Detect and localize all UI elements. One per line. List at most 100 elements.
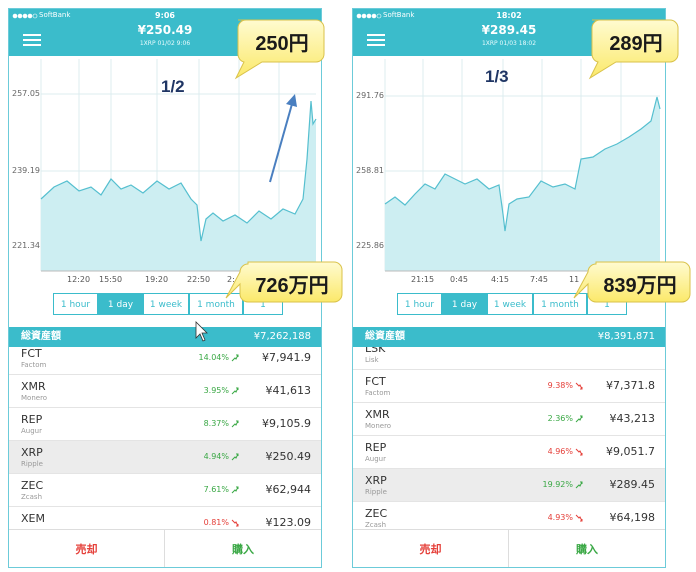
coin-row[interactable]: REP Augur 8.37% ¥9,105.9 — [9, 408, 321, 441]
menu-bar — [23, 39, 41, 41]
signal-dot — [27, 13, 33, 19]
coin-symbol: REP — [365, 441, 387, 454]
coin-row[interactable]: XEM 0.81% ¥123.09 — [9, 507, 321, 529]
coin-price: ¥43,213 — [609, 412, 656, 425]
trend-icon — [231, 354, 239, 362]
coin-row[interactable]: XMR Monero 3.95% ¥41,613 — [9, 375, 321, 408]
range-button[interactable]: 1 hour — [53, 293, 98, 315]
coin-name: Factom — [365, 389, 391, 397]
trend-arrow-head — [580, 415, 583, 418]
x-tick-label: 4:15 — [491, 275, 509, 284]
coin-row[interactable]: REP Augur 4.96% ¥9,051.7 — [353, 436, 665, 469]
coin-price: ¥64,198 — [609, 511, 656, 524]
coin-symbol: REP — [21, 413, 43, 426]
coin-price: ¥7,371.8 — [606, 379, 655, 392]
carrier: SoftBank — [383, 11, 415, 19]
coin-row[interactable]: XMR Monero 2.36% ¥43,213 — [353, 403, 665, 436]
x-tick-label: 19:20 — [145, 275, 169, 284]
coin-change: 4.93% — [547, 513, 573, 522]
action-bar: 売却 購入 — [9, 529, 321, 567]
range-button[interactable]: 1 week — [487, 293, 533, 315]
arrow — [269, 103, 293, 183]
coin-price: ¥9,105.9 — [262, 417, 311, 430]
menu-button[interactable] — [367, 33, 387, 47]
coin-row[interactable]: FCT Factom 9.38% ¥7,371.8 — [353, 370, 665, 403]
coin-name: Monero — [365, 422, 392, 430]
coin-price: ¥250.49 — [265, 450, 312, 463]
range-button[interactable]: 1 week — [143, 293, 189, 315]
trend-arrow-head — [580, 481, 583, 484]
mouse-cursor — [195, 321, 208, 342]
date-annotation: 1/3 — [485, 67, 509, 86]
coin-row[interactable]: ZEC Zcash 7.61% ¥62,944 — [9, 474, 321, 507]
callout-bubble — [234, 19, 325, 80]
callout-text: 726万円 — [255, 275, 329, 297]
y-tick-label: 291.76 — [356, 91, 384, 100]
trend-icon — [575, 481, 583, 489]
coin-symbol: XMR — [21, 380, 46, 393]
sell-button[interactable]: 売却 — [353, 530, 509, 567]
coin-change: 4.96% — [547, 447, 573, 456]
y-tick-label: 257.05 — [12, 89, 40, 98]
header-price: ¥289.45 — [481, 23, 537, 37]
total-label: 総資産額 — [365, 331, 405, 342]
x-tick-label: 15:50 — [99, 275, 123, 284]
coin-name: Augur — [365, 455, 386, 463]
trend-icon — [231, 387, 239, 395]
coin-price: ¥41,613 — [265, 384, 312, 397]
trend-arrow-head — [236, 354, 239, 357]
signal — [12, 13, 38, 19]
coin-row[interactable]: XRP Ripple 19.92% ¥289.45 — [353, 469, 665, 502]
callout-text: 839万円 — [603, 275, 677, 297]
coin-row[interactable]: ZEC Zcash 4.93% ¥64,198 — [353, 502, 665, 529]
action-bar: 売却 購入 — [353, 529, 665, 567]
coin-symbol: LSK — [365, 347, 386, 355]
y-tick-label: 258.81 — [356, 166, 384, 175]
x-tick-label: 7:45 — [530, 275, 548, 284]
callout-bubble — [225, 261, 343, 303]
buy-button[interactable]: 購入 — [576, 543, 598, 556]
coin-row[interactable]: FCT Factom 14.04% ¥7,941.9 — [9, 347, 321, 375]
trend-arrow — [231, 486, 239, 494]
trend-arrow — [231, 420, 239, 428]
coin-symbol: XMR — [365, 408, 390, 421]
range-button[interactable]: 1 hour — [397, 293, 442, 315]
coin-change: 8.37% — [203, 419, 229, 428]
trend-arrow-head — [580, 519, 583, 522]
menu-bar — [367, 34, 385, 36]
coin-name: Lisk — [365, 356, 379, 364]
trend-icon — [575, 415, 583, 423]
menu-bar — [367, 39, 385, 41]
range-button[interactable]: 1 month — [533, 293, 587, 315]
range-button[interactable]: 1 month — [189, 293, 243, 315]
app-panel: SoftBank 18:02 ¥289.45 1XRP 01/03 18:02 1/3 2… — [352, 8, 666, 568]
menu-button[interactable] — [23, 33, 43, 47]
coin-change: 19.92% — [542, 480, 573, 489]
coin-name: Factom — [21, 361, 47, 369]
total-value: ¥8,391,871 — [597, 331, 655, 342]
signal-dot — [22, 13, 28, 19]
trend-arrow — [231, 387, 239, 395]
total-label: 総資産額 — [21, 331, 61, 342]
x-tick-label: 12:20 — [67, 275, 91, 284]
carrier: SoftBank — [39, 11, 71, 19]
sell-button[interactable]: 売却 — [9, 530, 165, 567]
range-button[interactable]: 1 day — [98, 293, 143, 315]
trend-arrow-head — [236, 387, 239, 390]
callout-text: 289円 — [609, 33, 663, 55]
trend-arrow — [231, 354, 239, 362]
total-assets-bar: 総資産額 ¥8,391,871 — [353, 327, 665, 347]
x-tick-label: 0:45 — [450, 275, 468, 284]
trend-icon — [575, 382, 583, 390]
menu-bar — [23, 44, 41, 46]
coin-row[interactable]: LSK Lisk — [353, 347, 665, 370]
signal-dot — [361, 13, 367, 19]
callout-text: 250円 — [255, 33, 309, 55]
coin-symbol: ZEC — [21, 479, 44, 492]
range-button[interactable]: 1 day — [442, 293, 487, 315]
coin-row[interactable]: XRP Ripple 4.94% ¥250.49 — [9, 441, 321, 474]
trend-arrow-head — [580, 453, 583, 456]
buy-button[interactable]: 購入 — [232, 543, 254, 556]
coin-name: Zcash — [365, 521, 387, 529]
